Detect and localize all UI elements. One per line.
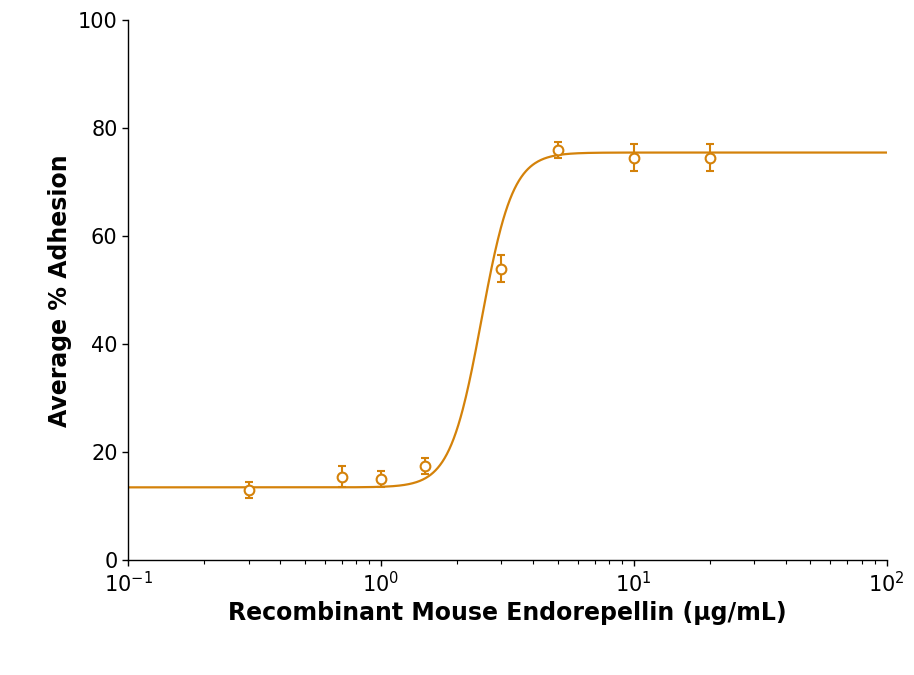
X-axis label: Recombinant Mouse Endorepellin (μg/mL): Recombinant Mouse Endorepellin (μg/mL)	[228, 601, 787, 626]
Y-axis label: Average % Adhesion: Average % Adhesion	[48, 154, 72, 427]
